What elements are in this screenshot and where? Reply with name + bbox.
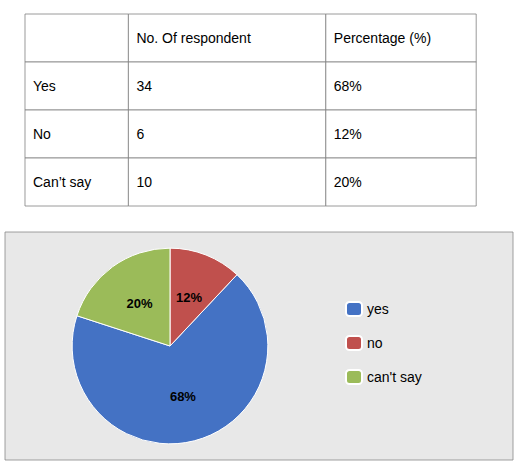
svg-text:20%: 20%	[126, 296, 152, 311]
svg-text:12%: 12%	[176, 290, 202, 305]
svg-text:20%: 20%	[334, 174, 362, 190]
svg-text:No. Of respondent: No. Of respondent	[136, 30, 251, 46]
svg-text:12%: 12%	[334, 126, 362, 142]
svg-text:68%: 68%	[170, 389, 196, 404]
svg-text:6: 6	[136, 126, 144, 142]
svg-text:10: 10	[136, 174, 152, 190]
svg-text:34: 34	[136, 78, 152, 94]
svg-text:yes: yes	[367, 301, 389, 317]
svg-text:can't say: can't say	[367, 369, 422, 385]
svg-text:Can’t say: Can’t say	[33, 174, 91, 190]
svg-text:Yes: Yes	[33, 78, 56, 94]
svg-text:Percentage (%): Percentage (%)	[334, 30, 431, 46]
svg-text:68%: 68%	[334, 78, 362, 94]
svg-text:no: no	[367, 335, 383, 351]
svg-text:No: No	[33, 126, 51, 142]
